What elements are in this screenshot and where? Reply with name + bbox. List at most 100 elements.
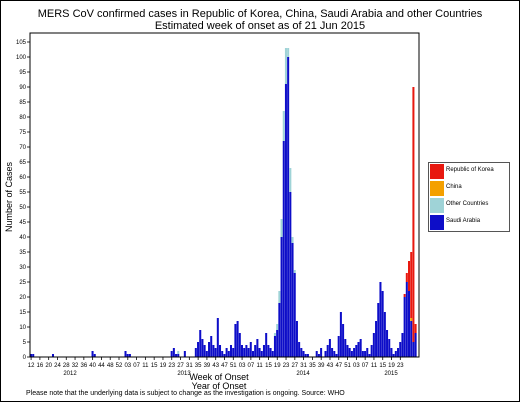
bar-segment xyxy=(401,333,404,357)
bar-segment xyxy=(412,342,415,357)
bar-segment xyxy=(280,237,283,357)
bar-segment xyxy=(247,348,250,357)
bar-segment xyxy=(276,330,279,357)
bar-segment xyxy=(315,351,318,357)
bar-segment xyxy=(262,345,265,357)
y-tick-label: 75 xyxy=(19,130,26,136)
bar-segment xyxy=(203,345,206,357)
x-year-label: 2015 xyxy=(384,371,398,377)
x-tick-label: 16 xyxy=(37,363,44,369)
bar-segment xyxy=(219,345,222,357)
legend-label: Saudi Arabia xyxy=(446,218,481,224)
bar-segment xyxy=(216,318,219,357)
y-tick-label: 55 xyxy=(19,190,26,196)
footer-note: Please note that the underlying data is … xyxy=(26,390,345,397)
x-year-label: 2013 xyxy=(177,371,191,377)
x-tick-label: 47 xyxy=(221,363,228,369)
y-tick-label: 35 xyxy=(19,250,26,256)
bar-segment xyxy=(273,336,276,357)
bar-segment xyxy=(326,345,329,357)
x-tick-label: 28 xyxy=(63,363,70,369)
bar-segment xyxy=(377,303,380,357)
plot-area-border xyxy=(29,32,420,358)
x-tick-label: 07 xyxy=(362,363,369,369)
x-tick-label: 03 xyxy=(353,363,360,369)
bar-segment xyxy=(342,324,345,357)
bar-segment xyxy=(227,351,230,357)
bar-segment xyxy=(172,348,175,357)
x-year-label: 2012 xyxy=(63,371,77,377)
bar-segment xyxy=(324,351,327,357)
bar-segment xyxy=(214,348,217,357)
x-tick-label: 47 xyxy=(335,363,342,369)
bar-segment xyxy=(339,312,342,357)
x-tick-label: 48 xyxy=(107,363,114,369)
y-tick-label: 30 xyxy=(19,265,26,271)
y-tick-label: 65 xyxy=(19,160,26,166)
bar-segment xyxy=(304,354,307,357)
bar-segment xyxy=(282,111,285,141)
x-tick-label: 19 xyxy=(388,363,395,369)
bar-segment xyxy=(410,321,413,357)
legend-label: Republic of Korea xyxy=(446,167,494,173)
bar-segment xyxy=(236,321,239,357)
x-axis-label-year: Year of Onset xyxy=(192,381,247,391)
bar-segment xyxy=(386,330,389,357)
bar-segment xyxy=(210,336,213,357)
x-tick-label: 11 xyxy=(371,363,378,369)
x-tick-label: 23 xyxy=(283,363,290,369)
x-tick-label: 27 xyxy=(291,363,298,369)
bar-segment xyxy=(383,312,386,357)
y-tick-label: 15 xyxy=(19,310,26,316)
bar-segment xyxy=(229,345,233,357)
bar-segment xyxy=(357,342,360,357)
bar-segment xyxy=(238,333,241,357)
x-tick-label: 11 xyxy=(257,363,264,369)
bar-segment xyxy=(271,351,274,357)
bars-layer xyxy=(29,32,420,358)
bar-segment xyxy=(353,348,356,357)
x-tick-label: 07 xyxy=(248,363,255,369)
chart-title: MERS CoV confirmed cases in Republic of … xyxy=(37,8,483,20)
bar-segment xyxy=(399,342,402,357)
y-axis: 0 5 10 15 20 25 30 35 40 45 50 55 60 65 70 75 80 85 90 95 10… xyxy=(16,40,30,361)
bar-segment xyxy=(284,84,287,357)
bar-segment xyxy=(91,351,94,357)
y-tick-label: 90 xyxy=(19,85,26,91)
bar-segment xyxy=(287,48,290,57)
y-tick-label: 60 xyxy=(19,175,26,181)
bar-segment xyxy=(368,354,371,357)
bar-segment xyxy=(408,291,411,357)
bar-segment xyxy=(232,348,235,357)
y-tick-label: 80 xyxy=(19,115,26,121)
legend-item: Republic of Korea xyxy=(429,163,509,179)
legend: Republic of Korea China Other Countries … xyxy=(428,162,510,232)
bar-segment xyxy=(289,192,292,357)
bar-segment xyxy=(251,351,254,357)
legend-label: China xyxy=(446,184,462,190)
x-tick-label: 36 xyxy=(81,363,88,369)
x-tick-label: 32 xyxy=(72,363,79,369)
bar-segment xyxy=(282,141,285,357)
bar-segment xyxy=(306,354,309,357)
y-tick-label: 40 xyxy=(19,235,26,241)
y-tick-label: 0 xyxy=(23,355,27,361)
bar-segment xyxy=(403,297,406,357)
legend-label: Other Countries xyxy=(446,201,489,207)
bar-segment xyxy=(256,339,259,357)
bar-segment xyxy=(267,345,270,357)
bar-segment xyxy=(212,345,215,357)
bar-segment xyxy=(300,348,303,357)
bar-segment xyxy=(293,270,296,273)
legend-swatch xyxy=(430,215,444,230)
bar-segment xyxy=(276,324,279,330)
bar-segment xyxy=(177,354,180,357)
x-year-label: 2014 xyxy=(296,371,310,377)
bar-segment xyxy=(381,291,384,357)
bar-segment xyxy=(348,348,351,357)
bar-segment xyxy=(405,273,408,282)
bar-segment xyxy=(278,291,281,303)
x-tick-label: 15 xyxy=(151,363,158,369)
x-axis: 12 16 20 24 28 32 36 40 44 48 52 03 07 11 15 19 23 27 31 35… xyxy=(28,357,404,377)
x-tick-label: 52 xyxy=(116,363,123,369)
